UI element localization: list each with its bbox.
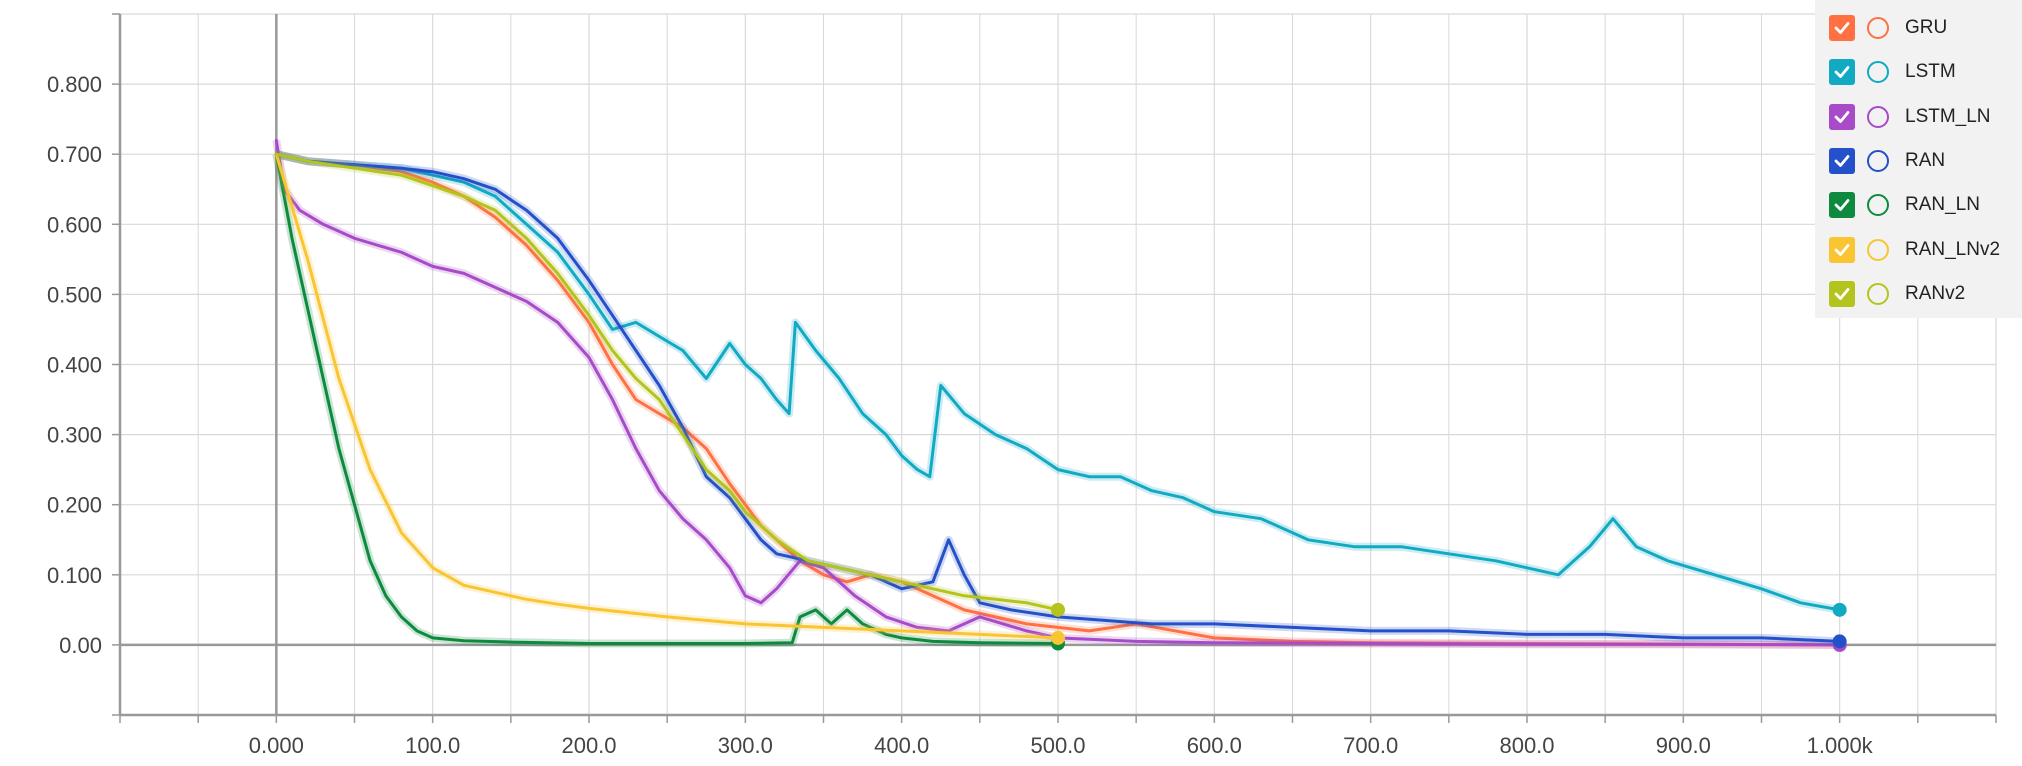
legend-item-ran_ln[interactable]: RAN_LN bbox=[1829, 183, 1980, 227]
grid-lines bbox=[119, 13, 1997, 716]
series-line-ran_lnv2[interactable] bbox=[274, 152, 1060, 640]
x-tick-label: 900.0 bbox=[1656, 733, 1711, 758]
y-tick-label: 0.500 bbox=[47, 282, 102, 307]
legend-item-ran[interactable]: RAN bbox=[1829, 139, 1945, 183]
series-endpoint-ran bbox=[1832, 634, 1847, 649]
legend-item-gru[interactable]: GRU bbox=[1829, 6, 1947, 50]
radio-circle-icon[interactable] bbox=[1867, 238, 1889, 261]
legend: GRU LSTM LSTM_LN RAN RAN_LN RAN_LNv2 RANv2 bbox=[1815, 0, 2022, 318]
checkbox-checked-icon[interactable] bbox=[1829, 280, 1855, 307]
legend-label: RAN_LN bbox=[1905, 194, 1980, 216]
legend-item-lstm_ln[interactable]: LSTM_LN bbox=[1829, 95, 1991, 139]
legend-item-ran_lnv2[interactable]: RAN_LNv2 bbox=[1829, 228, 2000, 272]
x-tick-label: 800.0 bbox=[1499, 733, 1554, 758]
tick-labels: 0.000 100.0 200.0 300.0 400.0 500.0 600.0 700.0… bbox=[47, 72, 1874, 758]
checkbox-checked-icon[interactable] bbox=[1829, 59, 1855, 86]
checkbox-checked-icon[interactable] bbox=[1829, 192, 1855, 219]
checkbox-checked-icon[interactable] bbox=[1829, 103, 1855, 130]
checkbox-checked-icon[interactable] bbox=[1829, 236, 1855, 263]
x-tick-label: 700.0 bbox=[1343, 733, 1398, 758]
series-endpoint-ran_lnv2 bbox=[1051, 630, 1065, 645]
series-endpoint-ranv2 bbox=[1051, 602, 1065, 617]
legend-label: RAN_LNv2 bbox=[1905, 238, 2001, 260]
y-tick-label: 0.600 bbox=[47, 212, 102, 237]
x-tick-label: 300.0 bbox=[718, 733, 773, 758]
x-tick-label: 1.000k bbox=[1807, 733, 1874, 758]
series-line-lstm_ln[interactable] bbox=[274, 138, 1842, 647]
legend-label: GRU bbox=[1905, 17, 1948, 38]
x-tick-label: 200.0 bbox=[561, 733, 616, 758]
radio-circle-icon[interactable] bbox=[1867, 194, 1889, 217]
series-line-ranv2[interactable] bbox=[274, 152, 1060, 612]
legend-item-lstm[interactable]: LSTM bbox=[1829, 50, 1956, 94]
legend-label: RAN bbox=[1905, 149, 1946, 171]
checkbox-checked-icon[interactable] bbox=[1829, 15, 1855, 41]
x-tick-label: 100.0 bbox=[405, 733, 460, 758]
series-line-lstm[interactable] bbox=[274, 152, 1842, 612]
x-tick-label: 600.0 bbox=[1187, 733, 1242, 758]
legend-item-ranv2[interactable]: RANv2 bbox=[1829, 272, 1965, 316]
series-lines bbox=[272, 138, 1847, 652]
x-tick-label: 500.0 bbox=[1030, 733, 1085, 758]
y-tick-label: 0.00 bbox=[59, 633, 102, 658]
y-tick-label: 0.700 bbox=[47, 142, 102, 167]
series-endpoint-lstm bbox=[1832, 602, 1847, 617]
y-tick-label: 0.800 bbox=[47, 72, 102, 97]
y-tick-label: 0.100 bbox=[47, 563, 102, 588]
radio-circle-icon[interactable] bbox=[1867, 105, 1889, 128]
legend-label: LSTM bbox=[1905, 61, 1956, 83]
legend-label: LSTM_LN bbox=[1905, 105, 1991, 127]
radio-circle-icon[interactable] bbox=[1867, 282, 1889, 305]
x-tick-label: 0.000 bbox=[249, 733, 304, 758]
legend-label: RANv2 bbox=[1905, 282, 1966, 304]
radio-circle-icon[interactable] bbox=[1867, 149, 1889, 172]
radio-circle-icon[interactable] bbox=[1867, 61, 1889, 84]
y-tick-label: 0.200 bbox=[47, 493, 102, 518]
radio-circle-icon[interactable] bbox=[1867, 17, 1889, 39]
checkbox-checked-icon[interactable] bbox=[1829, 147, 1855, 174]
y-tick-label: 0.300 bbox=[47, 423, 102, 448]
y-tick-label: 0.400 bbox=[47, 353, 102, 378]
x-tick-label: 400.0 bbox=[874, 733, 929, 758]
